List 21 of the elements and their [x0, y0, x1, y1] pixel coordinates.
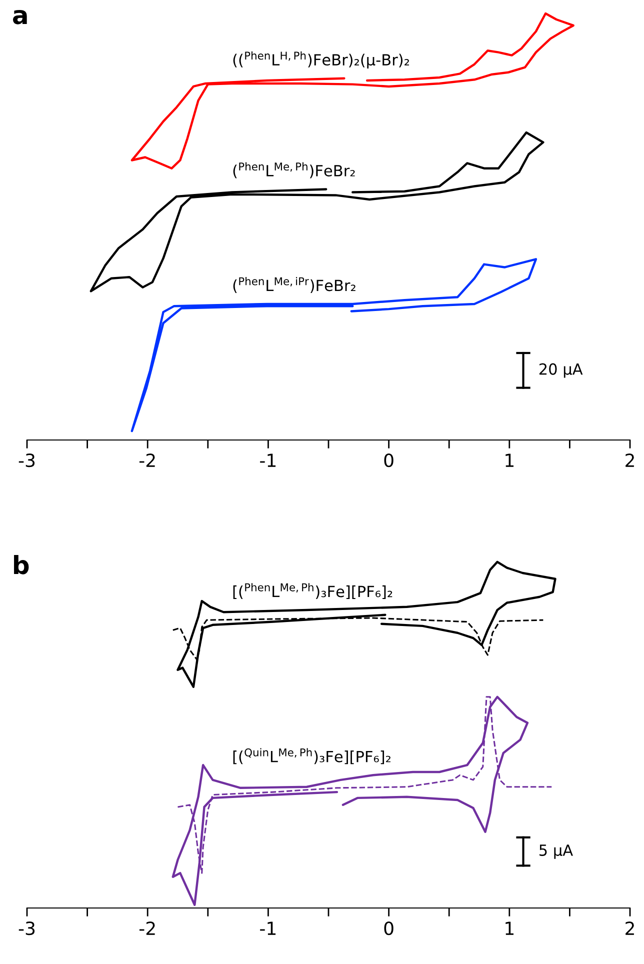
x-tick-label: -1 [260, 454, 276, 467]
x-tick-label: 2 [626, 454, 634, 467]
series-label: [($^{Phen}$L$^{Me,Ph}$)₃Fe][PF₆]₂ [233, 583, 392, 600]
series-label: ($^{Phen}$L$^{Me,Ph}$)FeBr₂ [233, 162, 355, 178]
annotation: 20 µA [539, 363, 583, 378]
chart-title: b [14, 555, 29, 574]
x-tick-label: 0 [384, 454, 394, 468]
x-tick-label: 0 [384, 922, 394, 936]
x-tick-label: -3 [18, 454, 35, 468]
series-label: (($^{Phen}$L$^{H,Ph}$)FeBr)₂(µ-Br)₂ [233, 51, 409, 69]
annotation: 5 µA [540, 844, 573, 859]
x-tick-label: -2 [139, 454, 155, 467]
series-label: [($^{Quin}$L$^{Me,Ph}$)₃Fe][PF₆]₂ [233, 748, 390, 764]
chart-title: a [13, 10, 27, 24]
x-tick-label: -2 [139, 922, 155, 935]
x-tick-label: 2 [626, 922, 634, 935]
x-tick-label: -3 [18, 922, 35, 936]
x-tick-label: 1 [506, 454, 514, 467]
series-label: ($^{Phen}$L$^{Me,iPr}$)FeBr₂ [233, 277, 356, 293]
x-tick-label: -1 [260, 922, 276, 935]
x-tick-label: 1 [506, 922, 514, 935]
